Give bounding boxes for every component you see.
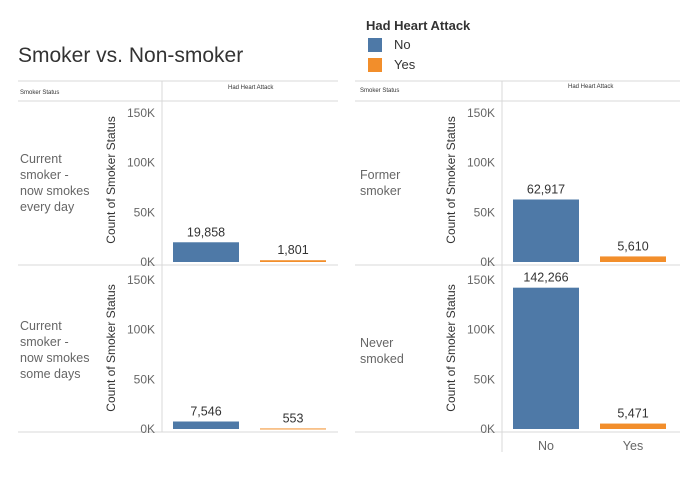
row-label-never: Never smoked <box>360 336 404 366</box>
row-label-former: Former smoker <box>360 168 401 198</box>
y-axis-label: Count of Smoker Status <box>444 116 458 243</box>
y-tick-label: 50K <box>134 205 155 219</box>
y-tick-label: 100K <box>467 323 495 337</box>
bar-no <box>173 242 239 262</box>
row-label-current-every-day: Current smoker - now smokes every day <box>20 152 90 214</box>
legend-label-yes: Yes <box>394 57 416 72</box>
bar-yes <box>260 260 326 262</box>
chart-title: Smoker vs. Non-smoker <box>18 44 244 67</box>
legend-swatch-yes <box>368 57 382 72</box>
y-axis-label: Count of Smoker Status <box>104 116 118 243</box>
bar-value-label: 5,471 <box>617 407 648 421</box>
row-label-current-some-days: Current smoker - now smokes some days <box>20 319 90 381</box>
y-tick-label: 150K <box>127 273 155 287</box>
bar-yes <box>600 423 666 429</box>
bar-yes <box>260 428 326 430</box>
y-tick-label: 100K <box>127 156 155 170</box>
y-tick-label: 150K <box>467 106 495 120</box>
y-tick-label: 0K <box>480 255 495 269</box>
y-tick-label: 100K <box>467 156 495 170</box>
bar-no <box>513 287 579 429</box>
legend-title: Had Heart Attack <box>366 18 471 33</box>
y-tick-label: 50K <box>134 372 155 386</box>
y-axis-label: Count of Smoker Status <box>104 284 118 411</box>
legend-swatch-no <box>368 37 382 52</box>
y-tick-label: 50K <box>474 372 495 386</box>
legend-item-no[interactable]: No <box>368 37 411 52</box>
bar-value-label: 19,858 <box>187 225 225 239</box>
bar-no <box>173 421 239 429</box>
bar-value-label: 5,610 <box>617 239 648 253</box>
bar-value-label: 1,801 <box>277 243 308 257</box>
bar-value-label: 142,266 <box>523 271 568 285</box>
bar-value-label: 7,546 <box>190 405 221 419</box>
y-tick-label: 100K <box>127 323 155 337</box>
legend-item-yes[interactable]: Yes <box>368 57 415 72</box>
x-tick-label-no: No <box>538 439 554 453</box>
x-tick-label-yes: Yes <box>623 439 643 453</box>
bar-value-label: 62,917 <box>527 183 565 197</box>
bar-value-label: 553 <box>283 411 304 425</box>
y-tick-label: 0K <box>480 422 495 436</box>
column-header-right: Had Heart Attack <box>568 84 614 90</box>
row-header-right: Smoker Status <box>360 88 400 94</box>
grid-frame <box>18 80 680 452</box>
y-tick-label: 150K <box>127 106 155 120</box>
y-tick-label: 0K <box>140 422 155 436</box>
row-header-left: Smoker Status <box>20 90 60 96</box>
y-tick-label: 50K <box>474 205 495 219</box>
legend-label-no: No <box>394 37 411 52</box>
y-axis-label: Count of Smoker Status <box>444 284 458 411</box>
column-header-left: Had Heart Attack <box>228 85 274 91</box>
bar-no <box>513 199 579 262</box>
y-tick-label: 0K <box>140 255 155 269</box>
bar-yes <box>600 256 666 262</box>
y-tick-label: 150K <box>467 273 495 287</box>
